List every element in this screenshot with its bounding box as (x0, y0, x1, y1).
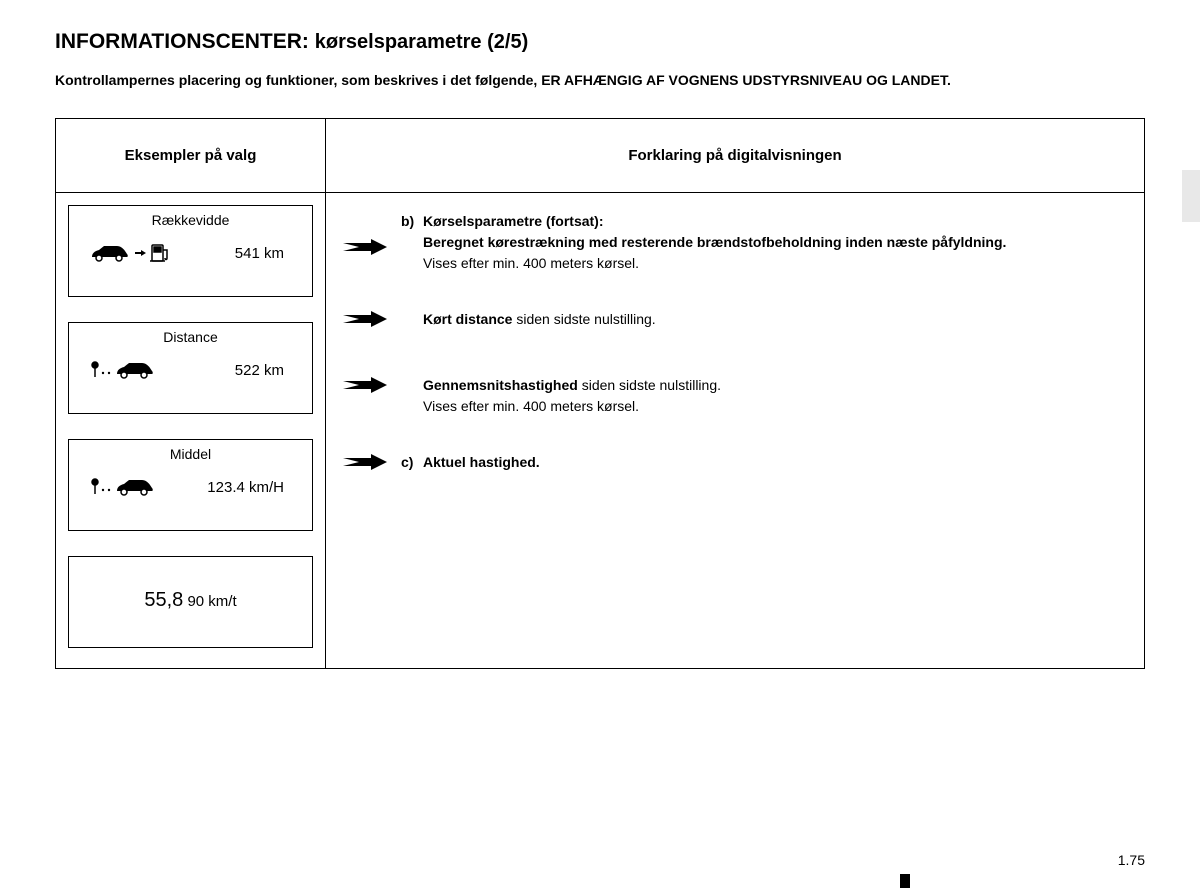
card-value: 123.4 km/H (184, 479, 292, 496)
page-title: INFORMATIONSCENTER: kørselsparametre (2/… (55, 30, 1145, 54)
title-sub: kørselsparametre (2/5) (315, 31, 528, 53)
display-card-speed: 55,8 90 km/t (68, 556, 313, 648)
entry-letter: b) (401, 211, 423, 232)
entry-body-bold: Kørt distance (423, 311, 512, 327)
explanation-entry: Kørt distance siden sidste nulstilling. (341, 309, 1119, 330)
header-left: Eksempler på valg (56, 119, 326, 192)
header-right: Forklaring på digitalvisningen (326, 119, 1144, 192)
entry-note: Vises efter min. 400 meters kørsel. (423, 398, 639, 414)
explanation-entry: Gennemsnitshastighed siden sidste nulsti… (341, 375, 1119, 417)
main-table: Eksempler på valg Forklaring på digitalv… (55, 118, 1145, 669)
entry-body-rest: siden sidste nulstilling. (578, 377, 721, 393)
card-big-value: 55,8 (144, 589, 183, 611)
entry-note: Vises efter min. 400 meters kørsel. (423, 255, 639, 271)
arrow-icon (341, 309, 401, 329)
title-main: INFORMATIONSCENTER: (55, 30, 309, 53)
display-card-average: Middel (68, 439, 313, 531)
column-explanations: b)Kørselsparametre (fortsat): Beregnet k… (326, 193, 1144, 668)
card-small-value: 90 km/t (183, 593, 236, 610)
table-header-row: Eksempler på valg Forklaring på digitalv… (56, 119, 1144, 193)
entry-body-bold: Gennemsnitshastighed (423, 377, 578, 393)
card-value: 522 km (184, 362, 292, 379)
card-center: 55,8 90 km/t (79, 563, 302, 612)
flag-to-car-icon (89, 355, 184, 385)
column-examples: Rækkevidde (56, 193, 326, 668)
table-body-row: Rækkevidde (56, 193, 1144, 668)
entry-body-rest: siden sidste nulstilling. (512, 311, 655, 327)
arrow-icon (341, 375, 401, 395)
entry-heading: Kørselsparametre (fortsat): (423, 213, 604, 229)
page-number: 1.75 (1118, 852, 1145, 868)
page-edge-tab (1182, 170, 1200, 222)
subtitle: Kontrollampernes placering og funktioner… (55, 72, 1145, 88)
arrow-icon (341, 211, 401, 257)
car-to-pump-icon (89, 238, 184, 268)
card-title: Rækkevidde (79, 212, 302, 228)
display-card-range: Rækkevidde (68, 205, 313, 297)
card-title: Distance (79, 329, 302, 345)
flag-to-car-icon (89, 472, 184, 502)
entry-body-bold: Beregnet kørestrækning med resterende br… (423, 234, 1006, 250)
display-card-distance: Distance (68, 322, 313, 414)
explanation-entry: b)Kørselsparametre (fortsat): Beregnet k… (341, 211, 1119, 274)
entry-letter: c) (401, 452, 423, 473)
arrow-icon (341, 452, 401, 472)
explanation-entry: c)Aktuel hastighed. (341, 452, 1119, 473)
card-title: Middel (79, 446, 302, 462)
crop-mark (900, 874, 910, 888)
entry-heading: Aktuel hastighed. (423, 454, 540, 470)
card-value: 541 km (184, 245, 292, 262)
